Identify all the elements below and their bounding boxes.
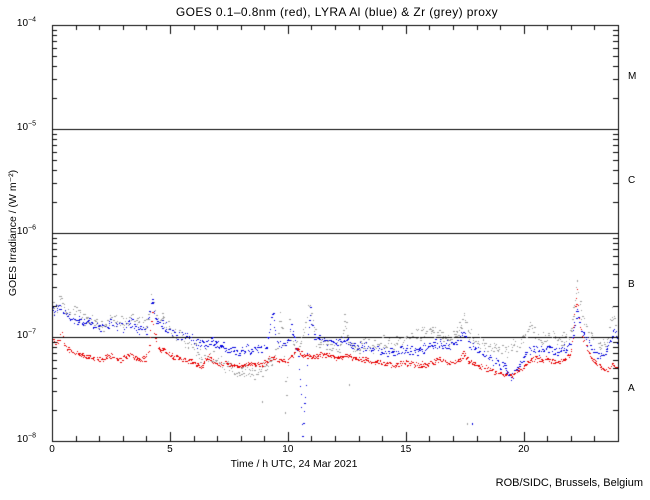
y-axis-tick-label: 10−4 — [16, 16, 36, 29]
goes-class-label-A: A — [628, 383, 635, 395]
y-axis-tick-label: 10−7 — [16, 328, 36, 341]
goes-class-label-C: C — [628, 175, 636, 187]
goes-class-label-B: B — [628, 279, 635, 291]
chart-title: GOES 0.1–0.8nm (red), LYRA Al (blue) & Z… — [175, 5, 499, 19]
credit-text: ROB/SIDC, Brussels, Belgium — [495, 477, 643, 489]
y-axis-tick-label: 10−5 — [16, 120, 36, 133]
x-axis-title: Time / h UTC, 24 Mar 2021 — [230, 458, 358, 470]
x-axis-tick-label: 0 — [49, 444, 55, 455]
x-axis-tick-label: 5 — [167, 444, 173, 455]
y-axis-tick-label: 10−6 — [16, 224, 36, 237]
goes-class-label-M: M — [628, 71, 637, 83]
x-axis-tick-label: 10 — [282, 444, 294, 455]
x-axis-tick-label: 15 — [400, 444, 412, 455]
y-axis-tick-label: 10−8 — [16, 432, 36, 445]
x-axis-tick-label: 20 — [518, 444, 530, 455]
